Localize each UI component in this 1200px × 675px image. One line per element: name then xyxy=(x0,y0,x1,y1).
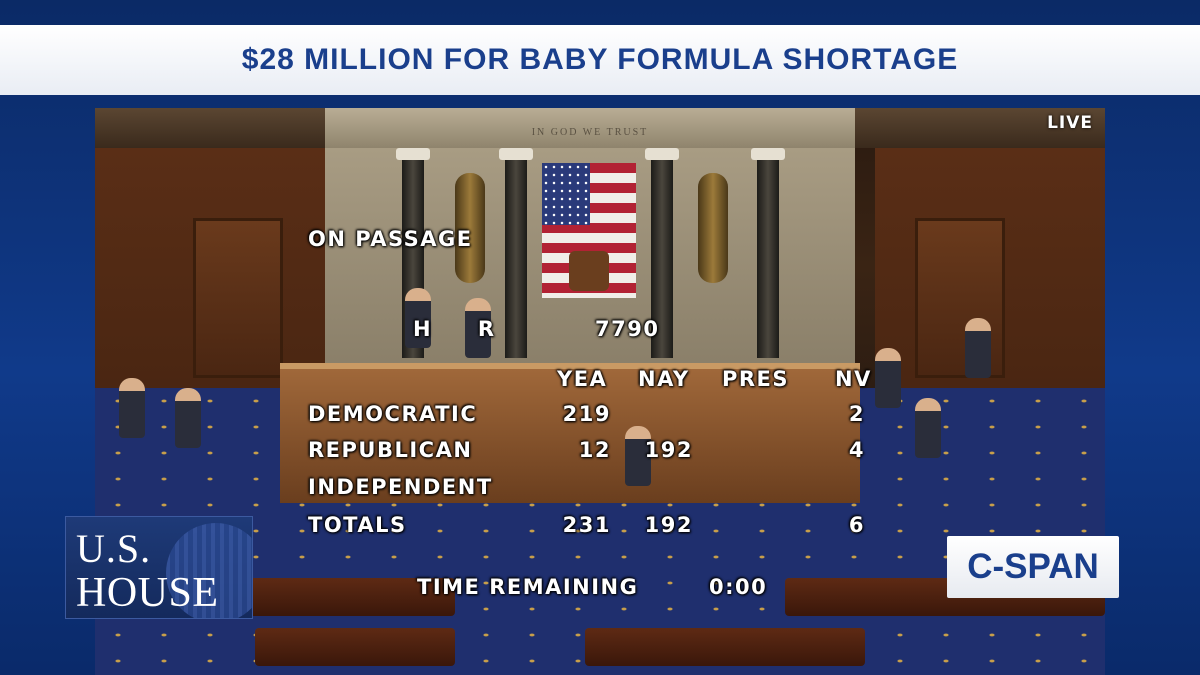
totals-yea: 231 xyxy=(562,513,611,537)
chamber-left-door xyxy=(193,218,283,378)
republican-nv: 4 xyxy=(848,438,865,462)
column-header-pres: PRES xyxy=(722,367,790,391)
person xyxy=(405,288,431,348)
row-label-republican: REPUBLICAN xyxy=(308,438,473,462)
bench-row-left xyxy=(255,628,455,666)
time-remaining-value: 0:00 xyxy=(709,575,768,599)
row-label-totals: TOTALS xyxy=(308,513,407,537)
column-header-yea: YEA xyxy=(557,367,608,391)
us-house-logo: U.S. HOUSE xyxy=(65,516,253,619)
column-3 xyxy=(645,148,679,358)
title-banner: $28 MILLION FOR BABY FORMULA SHORTAGE xyxy=(0,25,1200,95)
fasces-right xyxy=(698,173,728,283)
cspan-logo: C-SPAN xyxy=(947,536,1119,598)
speaker-chair xyxy=(569,251,609,291)
capitol-dome-icon xyxy=(166,523,252,618)
bill-prefix: H R xyxy=(413,317,515,341)
banner-title: $28 MILLION FOR BABY FORMULA SHORTAGE xyxy=(241,43,959,76)
time-remaining-label: TIME REMAINING xyxy=(417,575,639,599)
person xyxy=(915,398,941,458)
speaker-dais xyxy=(280,363,860,503)
person xyxy=(465,298,491,358)
vote-heading: ON PASSAGE xyxy=(308,227,473,251)
house-logo-line1: U.S. xyxy=(76,526,152,571)
live-label: LIVE xyxy=(1047,113,1093,133)
cspan-logo-text: C-SPAN xyxy=(967,547,1099,586)
column-4 xyxy=(751,148,785,358)
republican-yea: 12 xyxy=(578,438,611,462)
row-label-independent: INDEPENDENT xyxy=(308,475,493,499)
flag-canton xyxy=(542,163,590,225)
democratic-nv: 2 xyxy=(848,402,865,426)
fasces-left xyxy=(455,173,485,283)
totals-nv: 6 xyxy=(848,513,865,537)
bench-row-center xyxy=(585,628,865,666)
totals-nay: 192 xyxy=(644,513,693,537)
person xyxy=(175,388,201,448)
republican-nay: 192 xyxy=(644,438,693,462)
column-header-nv: NV xyxy=(835,367,872,391)
bill-number: 7790 xyxy=(595,317,660,341)
person xyxy=(965,318,991,378)
row-label-democratic: DEMOCRATIC xyxy=(308,402,478,426)
video-frame: IN GOD WE TRUST LIVE ON PASSAGE H R 7790… xyxy=(95,108,1105,675)
person xyxy=(119,378,145,438)
chamber-frieze: IN GOD WE TRUST xyxy=(325,108,855,148)
person xyxy=(625,426,651,486)
motto-text: IN GOD WE TRUST xyxy=(531,127,649,138)
person xyxy=(875,348,901,408)
democratic-yea: 219 xyxy=(562,402,611,426)
column-header-nay: NAY xyxy=(638,367,690,391)
vote-tally: ON PASSAGE H R 7790 YEA NAY PRES NV DEMO… xyxy=(95,108,1105,675)
column-2 xyxy=(499,148,533,358)
house-logo-line2: HOUSE xyxy=(76,570,219,616)
